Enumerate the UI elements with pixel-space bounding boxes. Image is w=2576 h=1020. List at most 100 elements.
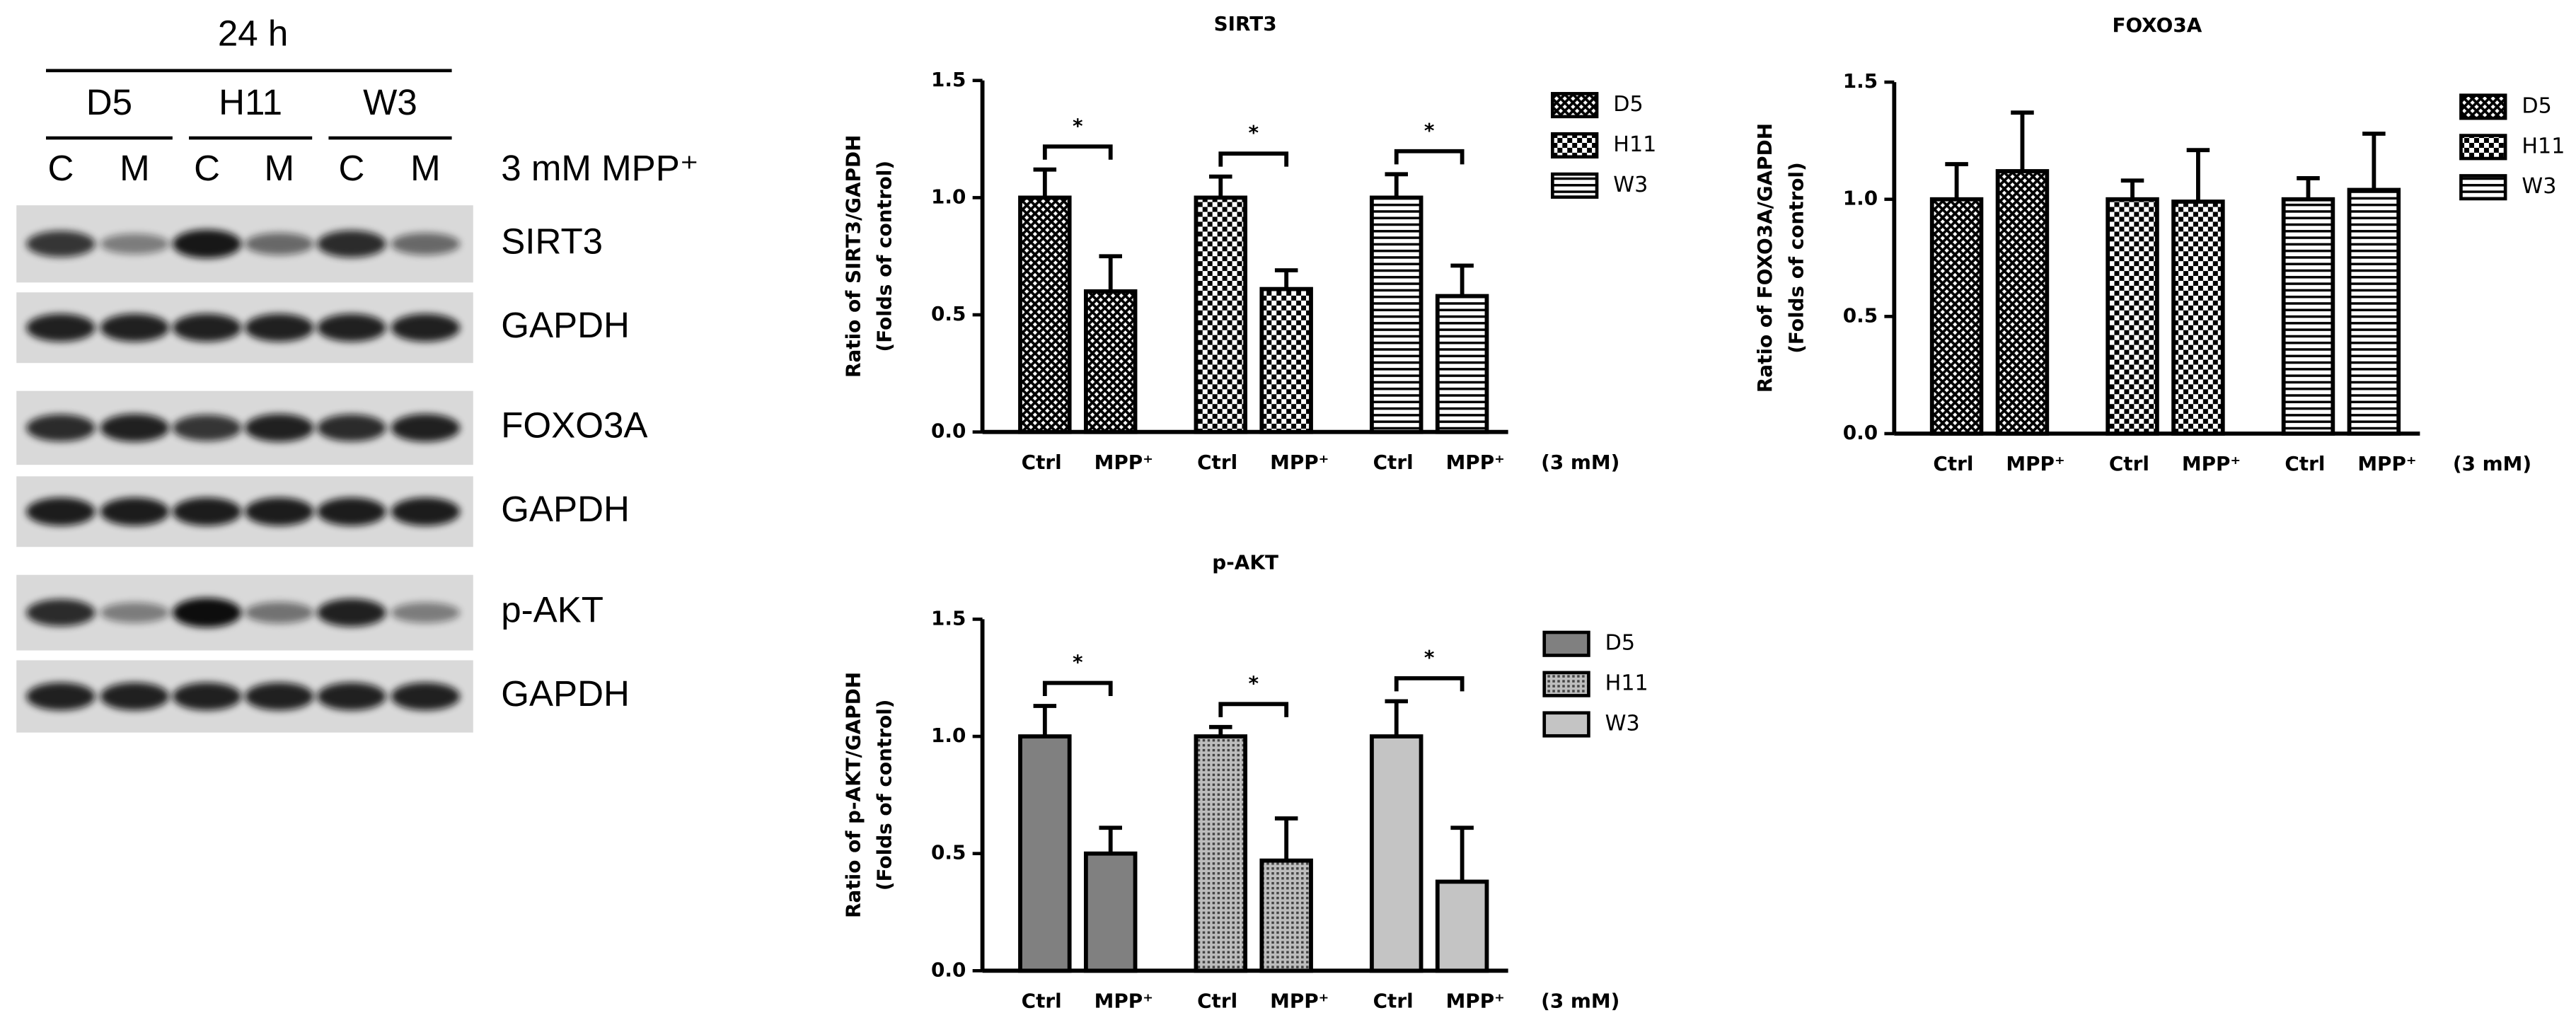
band	[172, 415, 242, 441]
x-tick-label: MPP⁺	[1446, 451, 1505, 474]
bar-chart: p-AKT Ratio of p-AKT/GAPDH (Folds of contr…	[841, 550, 1648, 1012]
x-tick-label: Ctrl	[1022, 989, 1062, 1012]
note: (3 mM)	[2453, 452, 2531, 475]
band-label: SIRT3	[501, 221, 603, 261]
bar	[1435, 879, 1489, 973]
band-label: GAPDH	[501, 673, 630, 714]
band-label: GAPDH	[501, 305, 630, 345]
error-bar	[1209, 724, 1232, 737]
band	[244, 497, 314, 526]
error-bar	[1945, 162, 1968, 199]
significance-label: *	[1248, 671, 1259, 695]
y-axis-label: Ratio of p-AKT/GAPDH	[841, 672, 865, 918]
significance-label: *	[1073, 114, 1083, 137]
significance-label: *	[1424, 646, 1435, 669]
y-tick-label: 1.5	[1843, 69, 1878, 93]
bar	[1194, 734, 1248, 973]
legend-swatch	[1551, 132, 1599, 159]
significance-label: *	[1248, 121, 1259, 144]
band-label: p-AKT	[501, 590, 603, 630]
significance-bracket	[1394, 676, 1465, 692]
band	[244, 233, 314, 255]
bar-chart: SIRT3 Ratio of SIRT3/GAPDH (Folds of contr…	[841, 12, 1656, 474]
legend-swatch	[1551, 92, 1599, 119]
bar	[1194, 195, 1248, 434]
bar	[1018, 195, 1072, 434]
legend-label: H11	[1613, 132, 1656, 157]
legend-label: D5	[1605, 631, 1635, 656]
error-bar	[1450, 825, 1474, 882]
bar	[1370, 734, 1423, 973]
error-bar	[1099, 825, 1122, 854]
x-tick-label: Ctrl	[1197, 989, 1237, 1012]
bar	[1259, 286, 1313, 434]
y-tick-label: 0.5	[1843, 303, 1878, 327]
x-tick-label: MPP⁺	[1094, 451, 1153, 474]
band	[172, 682, 242, 711]
legend-swatch	[2459, 134, 2507, 161]
legend-swatch	[1551, 172, 1599, 199]
x-tick-label: MPP⁺	[1094, 989, 1153, 1012]
bar	[1083, 851, 1138, 973]
y-tick-label: 0.0	[931, 958, 966, 981]
band	[100, 682, 170, 711]
x-tick-label: Ctrl	[1933, 452, 1973, 475]
error-bar	[2362, 132, 2386, 190]
legend-label: D5	[1613, 92, 1643, 117]
x-tick-label: MPP⁺	[1270, 989, 1329, 1012]
x-tick-label: MPP⁺	[1270, 451, 1329, 474]
error-bar	[1450, 263, 1474, 296]
legend-swatch	[1542, 711, 1590, 738]
legend-label: W3	[2522, 174, 2556, 199]
x-tick-label: Ctrl	[1022, 451, 1062, 474]
bar-chart: FOXO3A Ratio of FOXO3A/GAPDH (Folds of con…	[1753, 13, 2565, 475]
error-bar	[1385, 699, 1409, 737]
bar	[2106, 197, 2159, 436]
band	[100, 414, 170, 442]
charts: SIRT3 Ratio of SIRT3/GAPDH (Folds of contr…	[841, 12, 2565, 1013]
x-tick-label: MPP⁺	[2006, 452, 2064, 475]
error-bar	[1274, 816, 1298, 861]
y-tick-label: 1.0	[1843, 187, 1878, 210]
error-bar	[1209, 174, 1232, 198]
y-axis-label: (Folds of control)	[873, 161, 896, 352]
band	[244, 602, 314, 624]
group-label: D5	[86, 82, 132, 122]
band	[26, 682, 96, 711]
band	[391, 602, 461, 623]
lane-label: C	[194, 148, 220, 188]
bar	[2171, 199, 2225, 436]
x-tick-label: Ctrl	[2109, 452, 2149, 475]
chart-title: p-AKT	[1212, 550, 1278, 574]
legend-swatch	[1542, 671, 1590, 697]
significance-bracket	[1218, 702, 1289, 717]
x-tick-label: Ctrl	[1197, 451, 1237, 474]
significance-bracket	[1394, 149, 1465, 165]
legend-swatch	[2459, 93, 2507, 120]
band	[172, 598, 242, 628]
chart-title: SIRT3	[1214, 12, 1277, 35]
band	[100, 497, 170, 526]
y-tick-label: 0.5	[931, 841, 966, 864]
x-tick-label: Ctrl	[2285, 452, 2325, 475]
error-bar	[2186, 148, 2210, 202]
band	[172, 497, 242, 526]
band	[391, 497, 461, 526]
error-bar	[2120, 178, 2144, 199]
bar	[1370, 195, 1423, 434]
significance-bracket	[1218, 151, 1289, 167]
band	[391, 414, 461, 442]
error-bar	[1274, 268, 1298, 289]
band	[26, 231, 96, 257]
y-tick-label: 1.5	[931, 68, 966, 91]
band	[244, 414, 314, 442]
significance-bracket	[1042, 680, 1113, 697]
band	[100, 602, 170, 623]
bar	[1929, 197, 1984, 436]
band	[391, 233, 461, 255]
band-label: GAPDH	[501, 489, 630, 529]
legend-label: W3	[1613, 173, 1648, 197]
blot-title: 24 h	[218, 13, 288, 54]
lane-label: C	[338, 148, 364, 188]
